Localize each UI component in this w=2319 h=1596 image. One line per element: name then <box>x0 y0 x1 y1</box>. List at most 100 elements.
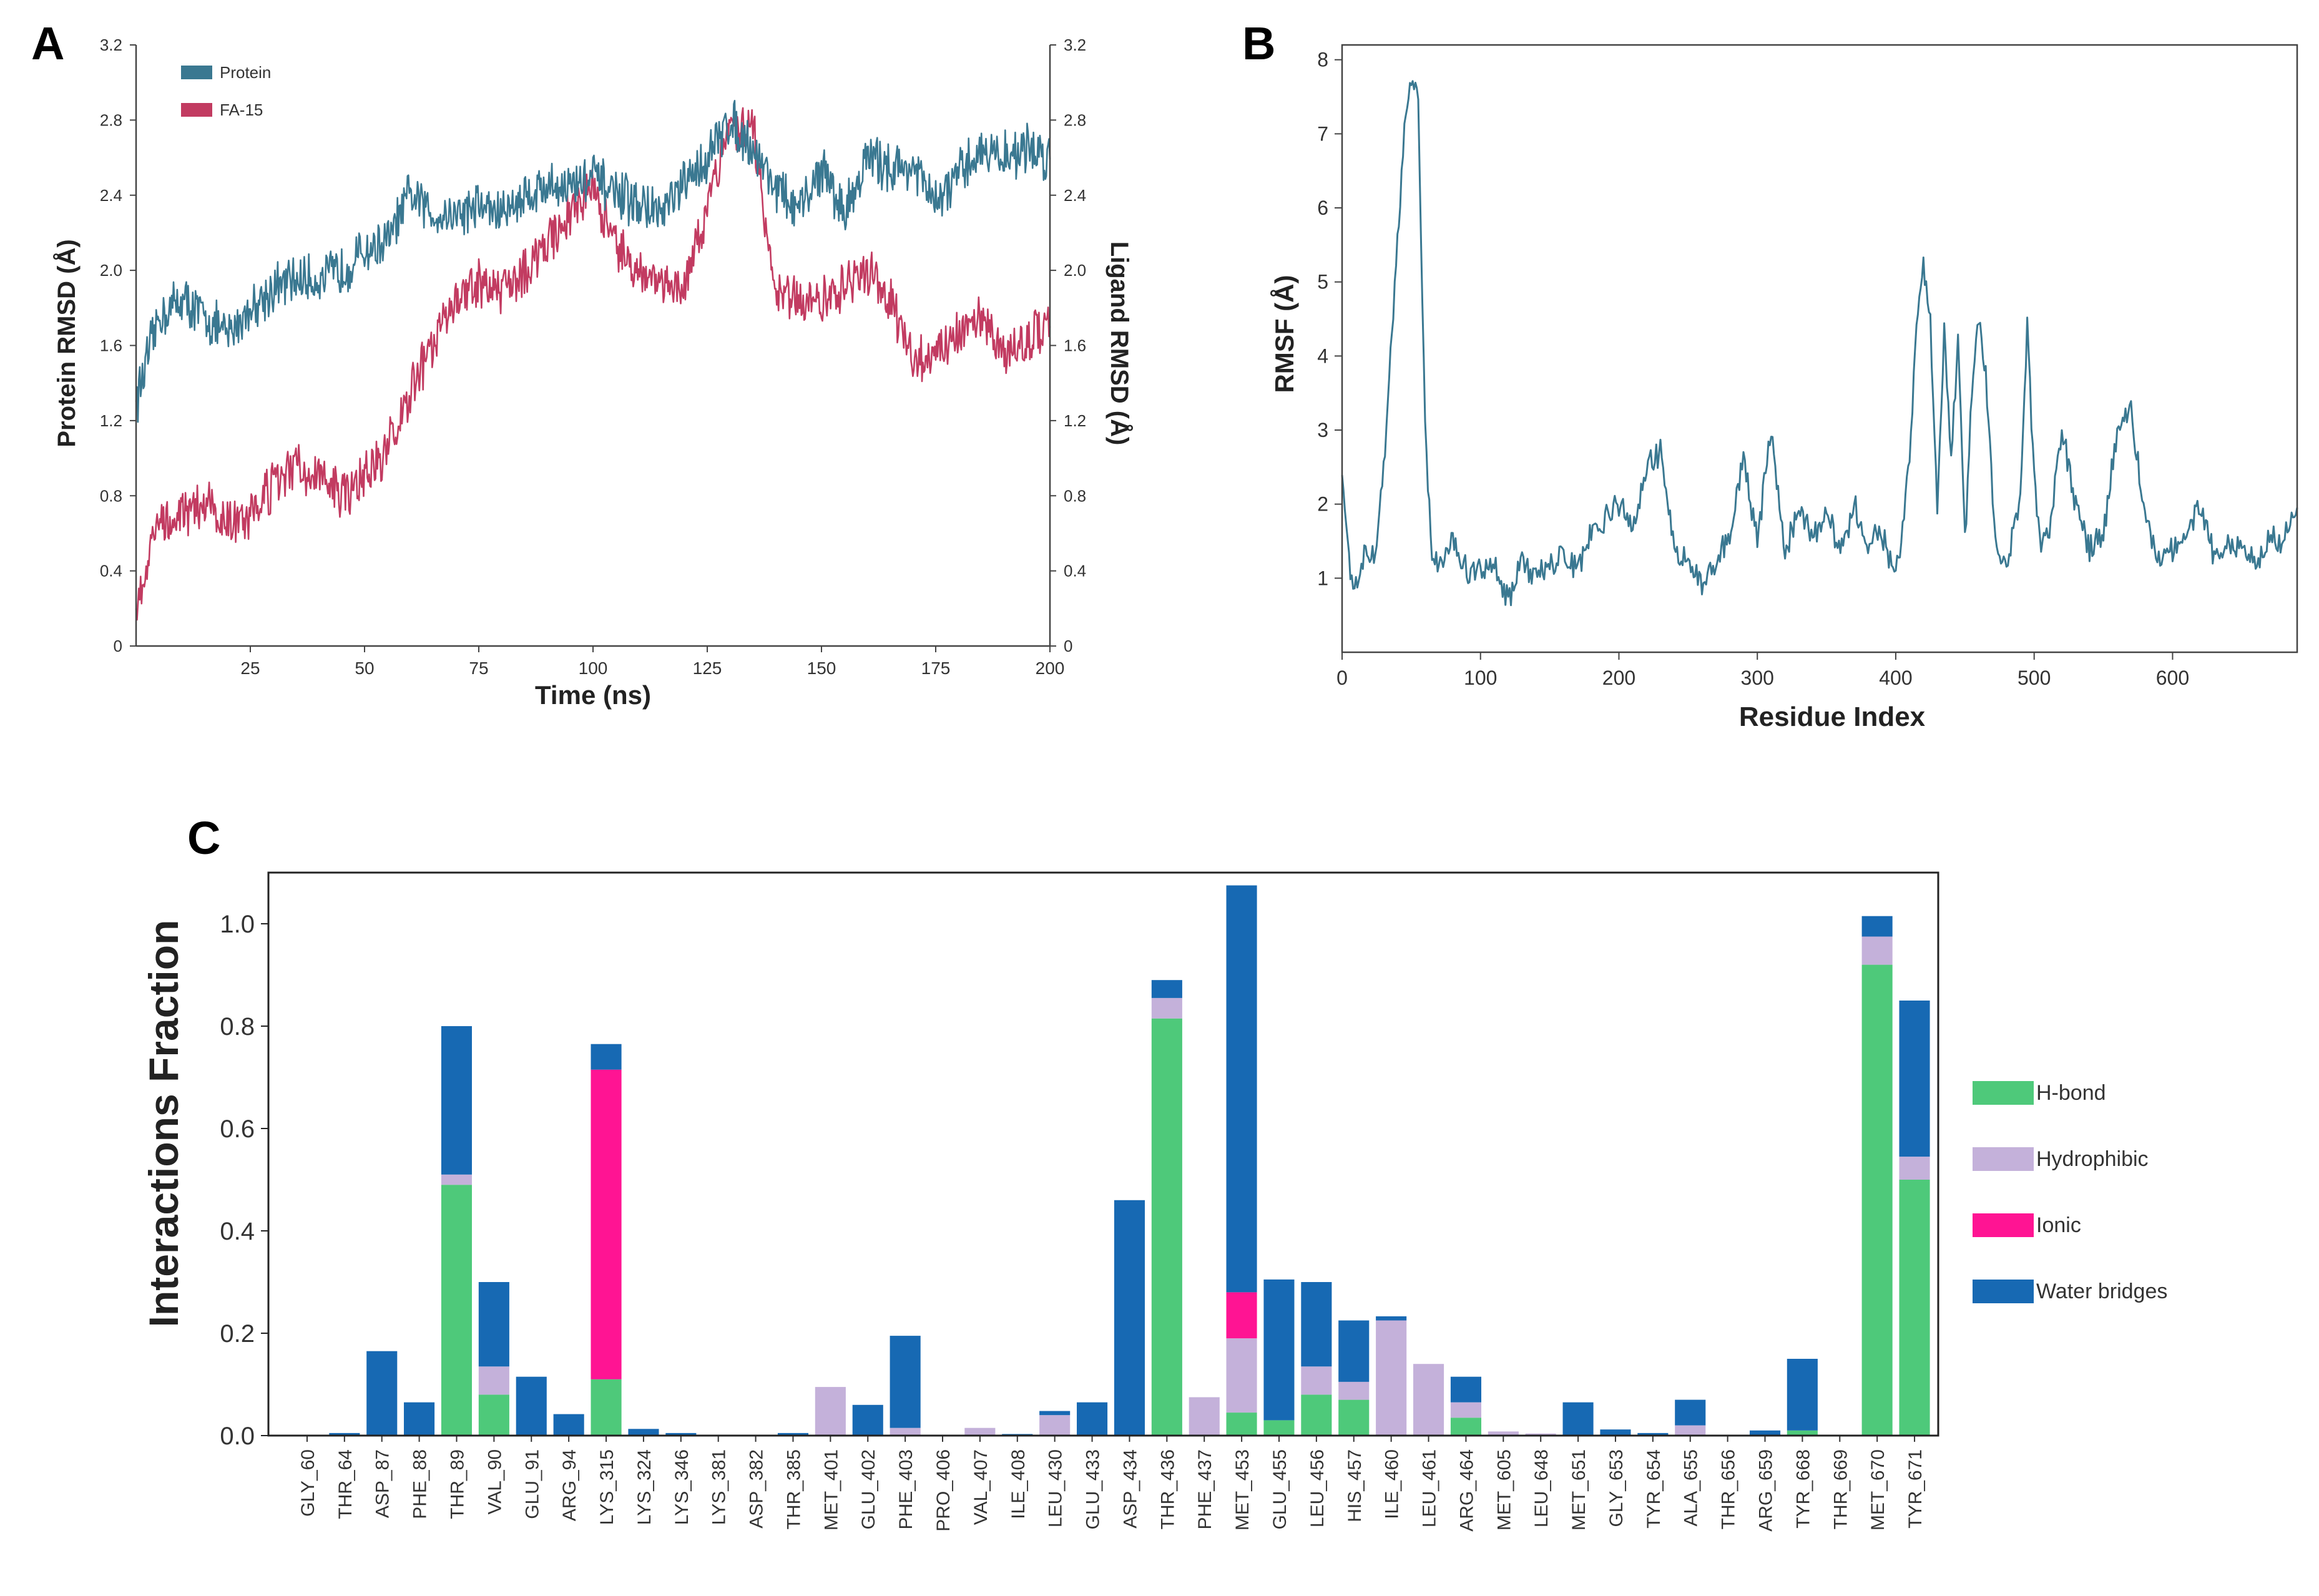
bar-hydrophibic-thr_89 <box>441 1174 472 1185</box>
rmsd-left-tick-label: 2.4 <box>100 186 122 205</box>
rmsf-x-tick-label: 200 <box>1602 667 1635 689</box>
rmsd-legend: Protein FA-15 <box>181 63 271 119</box>
bar-h-bond-tyr_671 <box>1899 1180 1930 1436</box>
rmsd-left-tick-label: 0.8 <box>100 486 122 505</box>
interactions-x-tick-label: ARG_464 <box>1456 1449 1477 1532</box>
interactions-x-tick-label: TYR_668 <box>1793 1449 1813 1529</box>
rmsf-y-tick-label: 5 <box>1317 271 1328 293</box>
bar-water-bridges-asp_87 <box>366 1351 398 1436</box>
interactions-x-tick-label: MET_670 <box>1868 1449 1888 1530</box>
interactions-x-tick-label: LEU_456 <box>1307 1449 1328 1527</box>
interactions-x-tick-label: LYS_324 <box>634 1449 655 1525</box>
interactions-x-tick-label: ILE_408 <box>1008 1449 1029 1519</box>
interactions-x-tick-label: PHE_437 <box>1195 1449 1215 1529</box>
bar-water-bridges-thr_436 <box>1151 980 1182 998</box>
bar-hydrophibic-leu_430 <box>1039 1415 1071 1436</box>
rmsd-right-tick-label: 0.4 <box>1064 562 1086 580</box>
rmsd-x-tick-label: 50 <box>355 658 374 678</box>
interactions-y-axis-title: Interactions Fraction <box>140 920 187 1328</box>
bar-water-bridges-gly_653 <box>1600 1429 1631 1436</box>
interactions-x-tick-label: LEU_461 <box>1419 1449 1440 1527</box>
bar-water-bridges-lys_346 <box>665 1432 697 1436</box>
bar-h-bond-thr_89 <box>441 1185 472 1436</box>
panel-label-b: B <box>1242 17 1275 69</box>
bar-h-bond-lys_315 <box>591 1379 622 1436</box>
bar-water-bridges-arg_94 <box>553 1414 584 1436</box>
interactions-bars-group <box>329 885 1930 1436</box>
rmsf-x-tick-label: 0 <box>1336 667 1348 689</box>
bar-hydrophibic-ile_460 <box>1376 1320 1407 1436</box>
interactions-legend-swatch <box>1973 1213 2034 1237</box>
rmsf-y-tick-label: 1 <box>1317 567 1328 589</box>
rmsf-chart: 1 2 3 4 5 6 7 8 0 100 200 300 400 500 600 Residue Inde… <box>1270 44 2298 732</box>
interactions-x-tick-label: HIS_457 <box>1345 1449 1365 1522</box>
interactions-x-tick-label: MET_453 <box>1232 1449 1253 1530</box>
interactions-x-tick-label: LEU_648 <box>1531 1449 1552 1527</box>
rmsf-x-tick-label: 600 <box>2156 667 2189 689</box>
rmsd-left-tick-label: 0 <box>114 637 122 655</box>
rmsf-x-tick-label: 400 <box>1879 667 1912 689</box>
rmsd-x-tick-label: 150 <box>807 658 836 678</box>
rmsf-series-line <box>1341 80 2298 607</box>
rmsf-y-tick-label: 2 <box>1317 493 1328 516</box>
rmsd-right-tick-label: 2.4 <box>1064 186 1086 205</box>
interactions-axes: GLY_60 THR_64 ASP_87 PHE_88 THR_89 VAL_90 GLU_… <box>220 871 1939 1532</box>
bar-hydrophibic-leu_648 <box>1525 1433 1556 1436</box>
bar-hydrophibic-ala_655 <box>1675 1425 1706 1436</box>
bar-hydrophibic-arg_464 <box>1450 1402 1481 1418</box>
rmsd-left-tick-label: 0.4 <box>100 562 122 580</box>
bar-water-bridges-lys_315 <box>591 1044 622 1070</box>
bar-hydrophibic-val_90 <box>478 1366 509 1395</box>
rmsf-x-axis-title: Residue Index <box>1739 702 1926 732</box>
bar-ionic-lys_315 <box>591 1069 622 1379</box>
interactions-y-tick-label: 0.6 <box>220 1115 255 1143</box>
rmsd-x-tick-label: 75 <box>469 658 488 678</box>
interactions-x-tick-label: THR_669 <box>1830 1449 1851 1529</box>
bar-water-bridges-thr_385 <box>777 1432 808 1436</box>
bar-h-bond-his_457 <box>1338 1399 1370 1436</box>
bar-water-bridges-thr_89 <box>441 1026 472 1175</box>
bar-hydrophibic-his_457 <box>1338 1381 1370 1400</box>
interactions-x-tick-label: THR_64 <box>335 1449 356 1519</box>
rmsf-x-tick-label: 500 <box>2017 667 2051 689</box>
interactions-legend-swatch <box>1973 1280 2034 1303</box>
interactions-x-tick-label: ARG_94 <box>559 1449 580 1521</box>
bar-water-bridges-his_457 <box>1338 1320 1370 1382</box>
panel-label-c: C <box>187 812 220 864</box>
rmsd-legend-swatch <box>181 66 212 79</box>
interactions-x-tick-label: THR_656 <box>1718 1449 1739 1529</box>
interactions-x-tick-label: ASP_434 <box>1120 1449 1140 1529</box>
interactions-x-tick-label: ARG_659 <box>1756 1449 1777 1532</box>
rmsf-x-tick-label: 300 <box>1741 667 1774 689</box>
bar-h-bond-val_90 <box>478 1394 509 1436</box>
interactions-y-tick-label: 0.8 <box>220 1013 255 1040</box>
rmsf-y-tick-label: 6 <box>1317 197 1328 219</box>
bar-h-bond-glu_455 <box>1263 1420 1295 1436</box>
rmsd-left-tick-label: 3.2 <box>100 36 122 54</box>
interactions-y-tick-label: 1.0 <box>220 911 255 938</box>
rmsf-series-group <box>1341 80 2298 607</box>
bar-water-bridges-leu_430 <box>1039 1411 1071 1416</box>
bar-h-bond-tyr_668 <box>1787 1430 1818 1436</box>
rmsd-left-tick-label: 2.0 <box>100 261 122 280</box>
interactions-legend-swatch <box>1973 1081 2034 1105</box>
rmsd-series-fa-15 <box>135 107 1051 621</box>
interactions-x-tick-label: ASP_87 <box>373 1449 393 1518</box>
bar-h-bond-thr_436 <box>1151 1018 1182 1436</box>
interactions-plot-frame <box>267 871 1939 1437</box>
interactions-legend-label: Water bridges <box>2036 1280 2167 1303</box>
rmsd-left-tick-label: 2.8 <box>100 110 122 129</box>
rmsd-right-tick-label: 0 <box>1064 637 1072 655</box>
bar-ionic-met_453 <box>1226 1292 1257 1339</box>
bar-hydrophibic-phe_437 <box>1189 1397 1220 1436</box>
interactions-x-tick-label: LYS_315 <box>597 1449 617 1525</box>
rmsf-plot-frame <box>1341 44 2298 654</box>
rmsf-y-tick-label: 8 <box>1317 49 1328 71</box>
bar-water-bridges-glu_455 <box>1263 1279 1295 1421</box>
interactions-x-tick-label: PHE_403 <box>896 1449 916 1529</box>
rmsf-axes: 1 2 3 4 5 6 7 8 0 100 200 300 400 500 600 <box>1317 44 2298 689</box>
rmsf-y-tick-label: 7 <box>1317 122 1328 145</box>
bar-hydrophibic-phe_403 <box>890 1427 921 1436</box>
interactions-x-tick-label: GLY_653 <box>1606 1449 1627 1527</box>
interactions-x-tick-label: THR_89 <box>448 1449 468 1519</box>
